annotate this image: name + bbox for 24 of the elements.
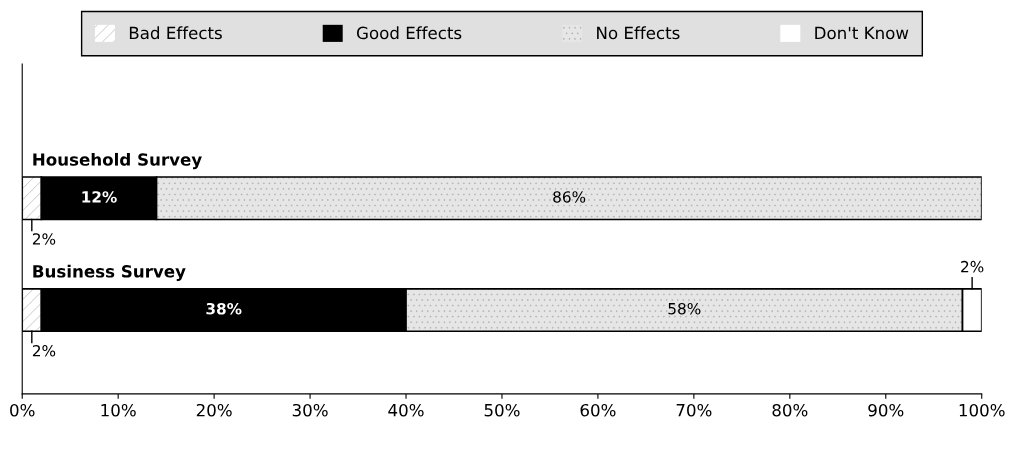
x-tick-label: 100%: [959, 403, 1005, 417]
legend-label: Don't Know: [815, 26, 909, 40]
x-tick-label: 60%: [580, 403, 616, 417]
data-label: 86%: [553, 191, 586, 203]
x-tick-label: 80%: [772, 403, 808, 417]
x-tick-label: 70%: [676, 403, 712, 417]
data-label: 2%: [32, 233, 56, 245]
x-tick-label: 10%: [101, 403, 136, 417]
x-tick-label: 30%: [292, 403, 328, 417]
legend-label: Bad Effects: [129, 26, 222, 40]
data-label: 58%: [668, 302, 701, 315]
legend-label: No Effects: [597, 26, 680, 40]
y-tick-label: Household Survey: [33, 152, 202, 170]
x-tick-label: 50%: [484, 403, 520, 417]
x-tick-label: 0%: [10, 403, 35, 417]
x-tick-label: 40%: [388, 403, 424, 417]
data-label: 2%: [32, 344, 56, 357]
data-label: 2%: [961, 260, 984, 273]
data-label: 38%: [206, 302, 242, 315]
legend-label: Good Effects: [356, 26, 462, 40]
x-tick-label: 20%: [196, 403, 232, 417]
x-tick-label: 90%: [868, 403, 904, 417]
data-label: 12%: [82, 191, 117, 203]
y-tick-label: Business Survey: [33, 264, 186, 281]
